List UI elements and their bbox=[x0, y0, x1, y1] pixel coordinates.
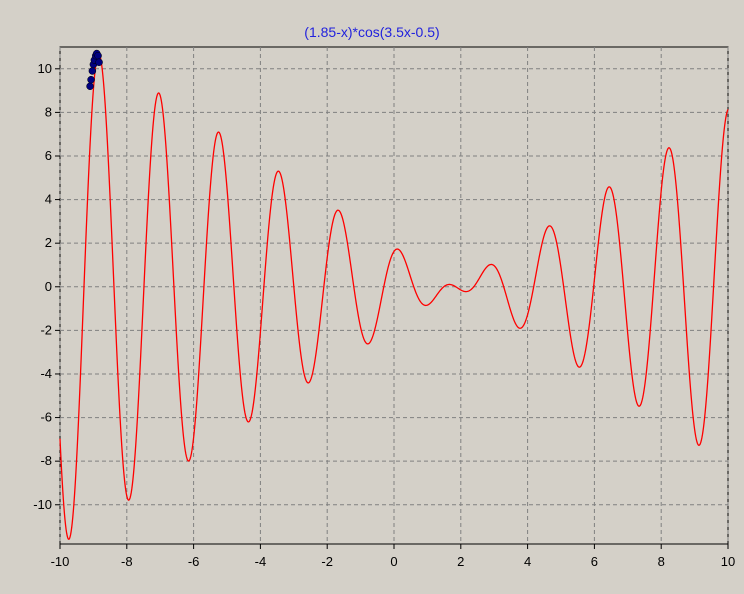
y-tick-label: 10 bbox=[38, 61, 52, 76]
x-tick-label: -10 bbox=[51, 554, 70, 569]
axis-ticks: -10 -8 -6 -4 -2 0 2 4 6 8 10 10 8 6 4 2 0 -2 -4 -6 -8 -10 bbox=[33, 61, 735, 569]
x-tick-label: 0 bbox=[390, 554, 397, 569]
series-line bbox=[59, 53, 729, 541]
y-tick-label: 6 bbox=[45, 148, 52, 163]
x-tick-label: -6 bbox=[188, 554, 200, 569]
highlight-point[interactable] bbox=[95, 58, 103, 67]
x-tick-label: 8 bbox=[658, 554, 665, 569]
x-tick-label: -4 bbox=[255, 554, 267, 569]
highlight-layer bbox=[86, 49, 103, 90]
x-tick-label: 6 bbox=[591, 554, 598, 569]
y-tick-label: 0 bbox=[45, 279, 52, 294]
y-tick-label: -8 bbox=[40, 453, 52, 468]
highlight-point[interactable] bbox=[86, 82, 94, 90]
highlight-point[interactable] bbox=[88, 67, 97, 75]
grid bbox=[59, 47, 729, 544]
y-tick-label: -4 bbox=[40, 366, 52, 381]
highlight-point[interactable] bbox=[87, 75, 95, 84]
y-tick-label: 4 bbox=[45, 192, 52, 207]
x-tick-label: 2 bbox=[457, 554, 464, 569]
y-tick-label: -6 bbox=[40, 410, 52, 425]
x-tick-label: -2 bbox=[321, 554, 333, 569]
x-tick-label: 4 bbox=[524, 554, 531, 569]
y-tick-label: -10 bbox=[33, 497, 52, 512]
highlight-point[interactable] bbox=[94, 51, 102, 60]
x-tick-label: 10 bbox=[721, 554, 735, 569]
x-tick-label: -8 bbox=[121, 554, 133, 569]
y-tick-label: 2 bbox=[45, 235, 52, 250]
chart-title: (1.85-x)*cos(3.5x-0.5) bbox=[304, 24, 439, 40]
series-layer bbox=[59, 53, 729, 541]
y-tick-label: -2 bbox=[40, 322, 52, 337]
y-tick-label: 8 bbox=[45, 104, 52, 119]
